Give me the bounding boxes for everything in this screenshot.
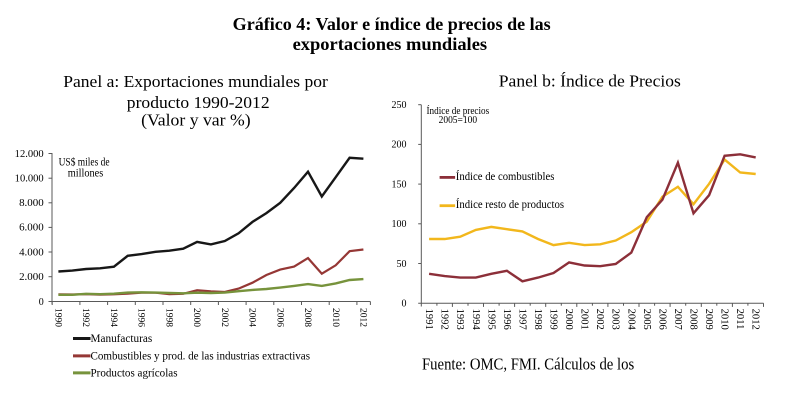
svg-text:Índice resto de productos: Índice resto de productos bbox=[456, 197, 564, 211]
svg-text:2000: 2000 bbox=[563, 309, 574, 330]
svg-text:2006: 2006 bbox=[274, 308, 284, 327]
svg-text:2011: 2011 bbox=[734, 309, 745, 330]
svg-text:1990: 1990 bbox=[53, 308, 63, 327]
svg-text:1998: 1998 bbox=[532, 309, 543, 330]
svg-text:10.000: 10.000 bbox=[15, 174, 44, 185]
svg-text:2008: 2008 bbox=[688, 309, 699, 330]
svg-text:2012: 2012 bbox=[358, 308, 368, 327]
svg-text:US$ miles de: US$ miles de bbox=[59, 157, 110, 169]
svg-text:2005=100: 2005=100 bbox=[439, 115, 478, 126]
svg-text:producto 1990-2012: producto 1990-2012 bbox=[127, 93, 270, 112]
svg-text:Combustibles y prod. de las in: Combustibles y prod. de las industrias e… bbox=[91, 349, 311, 363]
svg-text:2000: 2000 bbox=[191, 308, 201, 327]
svg-text:1998: 1998 bbox=[163, 308, 173, 327]
svg-text:250: 250 bbox=[392, 100, 407, 111]
svg-text:millones: millones bbox=[68, 167, 104, 179]
svg-text:2002: 2002 bbox=[594, 309, 605, 330]
svg-text:12.000: 12.000 bbox=[15, 149, 44, 160]
svg-text:0: 0 bbox=[402, 299, 407, 310]
svg-text:Índice de combustibles: Índice de combustibles bbox=[456, 169, 555, 183]
svg-text:1996: 1996 bbox=[501, 309, 512, 330]
svg-text:Panel a: Exportaciones mundial: Panel a: Exportaciones mundiales por bbox=[63, 72, 328, 91]
svg-text:2002: 2002 bbox=[219, 308, 229, 327]
svg-text:1994: 1994 bbox=[470, 309, 481, 331]
svg-text:1992: 1992 bbox=[80, 308, 90, 327]
svg-text:2006: 2006 bbox=[656, 309, 667, 330]
svg-text:2012: 2012 bbox=[750, 309, 761, 330]
svg-text:1994: 1994 bbox=[108, 308, 118, 327]
svg-text:1996: 1996 bbox=[136, 308, 146, 327]
svg-text:Fuente: OMC, FMI. Cálculos de: Fuente: OMC, FMI. Cálculos de los bbox=[422, 355, 634, 374]
svg-text:2004: 2004 bbox=[247, 308, 257, 327]
svg-text:0: 0 bbox=[39, 297, 44, 308]
svg-text:2.000: 2.000 bbox=[19, 272, 44, 283]
svg-text:Gráfico 4: Valor e índice de p: Gráfico 4: Valor e índice de precios de … bbox=[233, 14, 551, 34]
svg-text:(Valor y var %): (Valor y var %) bbox=[141, 111, 251, 130]
svg-text:1991: 1991 bbox=[423, 309, 434, 330]
svg-text:100: 100 bbox=[392, 219, 407, 230]
svg-text:2010: 2010 bbox=[330, 308, 340, 327]
svg-text:4.000: 4.000 bbox=[19, 247, 44, 258]
svg-text:2009: 2009 bbox=[703, 309, 714, 330]
svg-text:1999: 1999 bbox=[548, 309, 559, 330]
svg-text:2001: 2001 bbox=[579, 309, 590, 330]
svg-text:6.000: 6.000 bbox=[19, 223, 44, 234]
svg-text:1993: 1993 bbox=[454, 309, 465, 330]
svg-text:50: 50 bbox=[397, 259, 407, 270]
svg-text:150: 150 bbox=[392, 179, 407, 190]
svg-text:Productos agrícolas: Productos agrícolas bbox=[91, 366, 178, 380]
svg-text:2003: 2003 bbox=[610, 309, 621, 330]
svg-text:200: 200 bbox=[392, 140, 407, 151]
svg-text:2007: 2007 bbox=[672, 309, 683, 330]
svg-text:2008: 2008 bbox=[302, 308, 312, 327]
svg-text:8.000: 8.000 bbox=[19, 198, 44, 209]
svg-text:2005: 2005 bbox=[641, 309, 652, 330]
svg-text:Índice de precios: Índice de precios bbox=[427, 105, 490, 117]
svg-text:2004: 2004 bbox=[625, 309, 636, 331]
svg-text:1997: 1997 bbox=[516, 309, 527, 330]
svg-text:exportaciones mundiales: exportaciones mundiales bbox=[293, 34, 488, 54]
svg-text:1992: 1992 bbox=[439, 309, 450, 330]
svg-text:1995: 1995 bbox=[485, 309, 496, 330]
svg-text:2010: 2010 bbox=[719, 309, 730, 330]
svg-text:Manufacturas: Manufacturas bbox=[91, 331, 153, 345]
svg-text:Panel b: Índice de Precios: Panel b: Índice de Precios bbox=[499, 71, 681, 90]
